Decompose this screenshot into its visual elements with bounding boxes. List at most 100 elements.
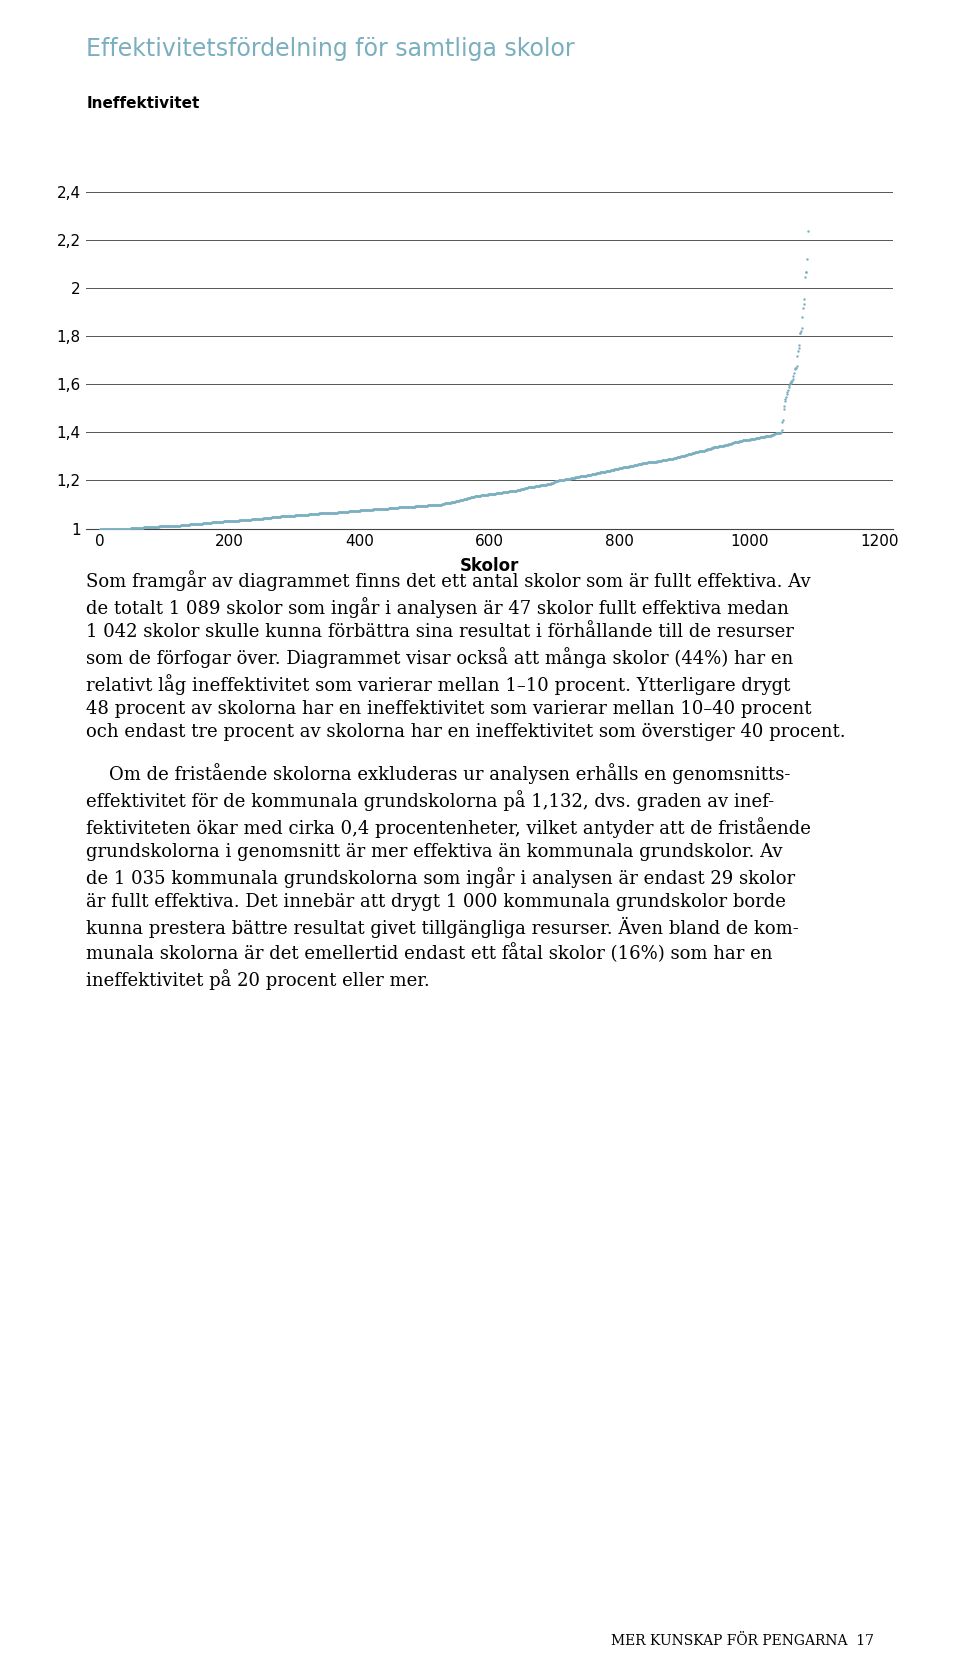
Point (681, 441, 696, 468)
Point (206, 508, 222, 535)
Point (763, 421, 779, 448)
Point (670, 443, 685, 470)
Point (786, 359, 802, 386)
Point (790, 337, 805, 364)
Point (426, 492, 442, 519)
Point (614, 455, 630, 482)
Point (221, 508, 236, 535)
Point (138, 513, 154, 540)
Point (797, 285, 812, 312)
Point (795, 304, 810, 331)
Point (147, 513, 162, 540)
Point (602, 458, 617, 485)
Point (546, 468, 562, 495)
Point (123, 515, 138, 542)
Point (782, 369, 798, 396)
Point (792, 319, 807, 346)
Point (329, 498, 345, 525)
Point (467, 483, 482, 510)
Point (137, 513, 153, 540)
Point (719, 431, 734, 458)
Point (171, 512, 186, 539)
Point (723, 430, 738, 456)
Text: Som framgår av diagrammet finns det ett antal skolor som är fullt effektiva. Av
: Som framgår av diagrammet finns det ett … (86, 571, 846, 740)
Point (209, 508, 225, 535)
Point (362, 497, 377, 524)
Point (504, 478, 519, 505)
Point (348, 498, 363, 525)
Point (630, 451, 645, 478)
Point (180, 512, 196, 539)
Point (584, 461, 599, 488)
Point (227, 507, 242, 534)
Point (465, 483, 480, 510)
Point (163, 512, 179, 539)
Point (272, 503, 287, 530)
Point (609, 455, 624, 482)
Point (541, 470, 557, 497)
Point (355, 497, 371, 524)
Point (332, 498, 348, 525)
Point (365, 497, 380, 524)
Point (535, 472, 550, 498)
Point (498, 478, 514, 505)
Point (230, 507, 246, 534)
Point (707, 433, 722, 460)
Point (492, 480, 507, 507)
Point (401, 493, 417, 520)
Point (183, 512, 199, 539)
Point (507, 478, 522, 505)
Point (193, 510, 208, 537)
Point (709, 433, 725, 460)
Point (685, 440, 701, 466)
Point (549, 468, 564, 495)
Point (402, 493, 418, 520)
Point (536, 472, 551, 498)
Point (476, 482, 492, 508)
Point (539, 472, 554, 498)
Point (764, 421, 780, 448)
Point (287, 502, 302, 529)
Point (142, 513, 157, 540)
Point (675, 443, 690, 470)
Point (728, 428, 743, 455)
Point (284, 502, 300, 529)
Point (437, 490, 452, 517)
Point (620, 453, 636, 480)
Point (732, 428, 748, 455)
Point (96, 515, 111, 542)
Point (353, 497, 369, 524)
Point (455, 487, 470, 513)
Point (414, 493, 429, 520)
Point (515, 477, 530, 503)
Point (564, 465, 580, 492)
Point (100, 515, 115, 542)
Point (419, 492, 434, 519)
Point (295, 502, 310, 529)
Point (179, 512, 194, 539)
Point (705, 435, 720, 461)
Point (654, 448, 669, 475)
Point (245, 507, 260, 534)
Point (482, 482, 497, 508)
Point (263, 505, 278, 532)
Point (241, 507, 256, 534)
Point (751, 425, 766, 451)
Point (226, 507, 241, 534)
Point (153, 513, 168, 540)
Point (96, 515, 111, 542)
Point (243, 507, 258, 534)
Point (639, 450, 655, 477)
Point (612, 455, 628, 482)
Point (631, 451, 646, 478)
Point (190, 510, 205, 537)
Point (420, 492, 435, 519)
Point (776, 408, 791, 435)
Point (120, 515, 135, 542)
Point (400, 493, 416, 520)
Point (108, 515, 123, 542)
Point (668, 445, 684, 472)
Point (798, 263, 813, 290)
Point (438, 490, 453, 517)
Point (604, 456, 619, 483)
